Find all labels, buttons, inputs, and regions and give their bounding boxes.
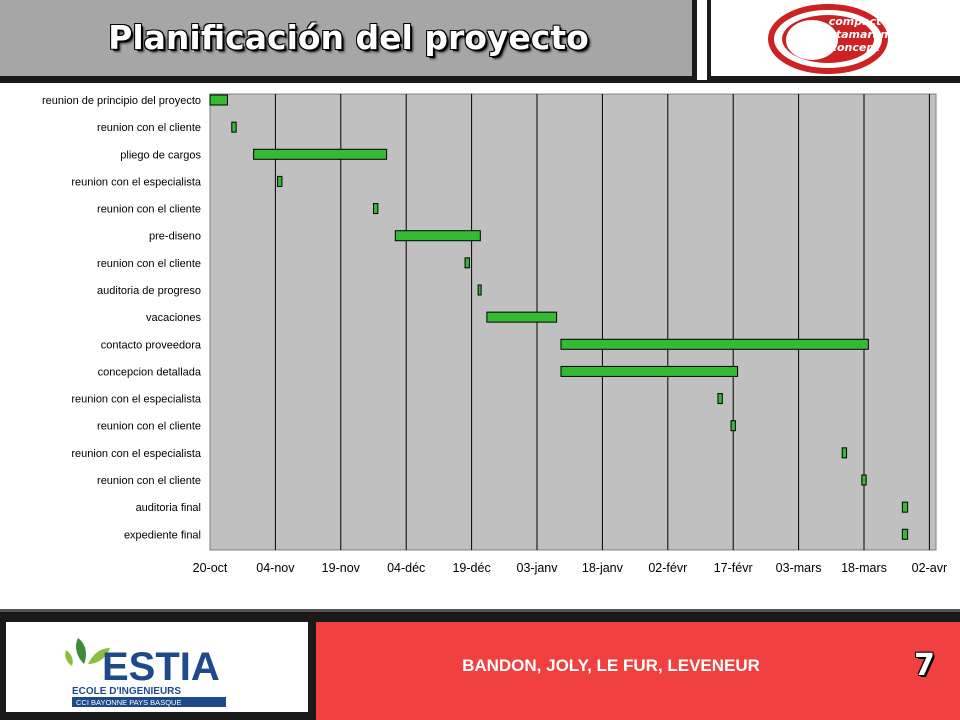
task-bar bbox=[560, 338, 869, 350]
task-bar bbox=[486, 311, 558, 323]
x-tick-label: 03-janv bbox=[517, 561, 559, 575]
estia-logo-box: ESTIA ECOLE D'INGENIEURS CCI BAYONNE PAY… bbox=[6, 622, 308, 712]
footer-rule bbox=[0, 609, 960, 612]
x-tick-label: 17-févr bbox=[714, 561, 753, 575]
task-label: vacaciones bbox=[146, 312, 202, 324]
footer: ESTIA ECOLE D'INGENIEURS CCI BAYONNE PAY… bbox=[0, 612, 960, 720]
task-bar bbox=[477, 284, 482, 296]
task-label: reunion con el especialista bbox=[71, 176, 202, 188]
authors-text: BANDON, JOLY, LE FUR, LEVENEUR bbox=[462, 656, 760, 675]
task-label: auditoria final bbox=[136, 502, 201, 514]
task-bar bbox=[464, 257, 470, 269]
task-label: reunion de principio del proyecto bbox=[42, 95, 201, 107]
page-number: 7 bbox=[914, 648, 935, 683]
task-bar bbox=[717, 393, 723, 405]
task-bar bbox=[394, 230, 481, 242]
task-label: reunion con el especialista bbox=[71, 448, 202, 460]
logo-line-1: compact bbox=[829, 15, 882, 28]
x-tick-label: 19-nov bbox=[322, 561, 361, 575]
x-axis-labels: 20-oct 04-nov 19-nov 04-déc 19-déc 03-janv 18-… bbox=[193, 561, 947, 575]
logo-line-2: catamaran bbox=[822, 28, 888, 41]
logo-line-3: concept bbox=[830, 41, 880, 54]
task-bar bbox=[560, 365, 739, 377]
task-labels: reunion de principio del proyecto reunion… bbox=[42, 95, 202, 541]
task-label: reunion con el cliente bbox=[97, 421, 201, 433]
gantt-chart: reunion de principio del proyecto reunion… bbox=[42, 93, 947, 575]
task-bar bbox=[373, 203, 379, 215]
x-tick-label: 02-avr bbox=[912, 561, 947, 575]
task-bar bbox=[841, 447, 848, 459]
x-tick-label: 02-févr bbox=[648, 561, 687, 575]
gridlines bbox=[274, 94, 930, 550]
task-bar bbox=[231, 121, 237, 133]
x-tick-label: 04-déc bbox=[387, 561, 425, 575]
x-tick-label: 04-nov bbox=[256, 561, 295, 575]
task-bar bbox=[277, 175, 283, 187]
task-label: reunion con el cliente bbox=[97, 122, 201, 134]
task-bar bbox=[209, 94, 228, 106]
task-label: contacto proveedora bbox=[101, 339, 202, 351]
task-bar bbox=[901, 501, 909, 513]
task-bar bbox=[730, 420, 736, 432]
x-tick-label: 18-mars bbox=[841, 561, 887, 575]
task-label: reunion con el cliente bbox=[97, 258, 201, 270]
task-label: pliego de cargos bbox=[120, 149, 201, 161]
plot-area bbox=[209, 93, 937, 551]
task-bars bbox=[209, 94, 909, 540]
task-label: reunion con el especialista bbox=[71, 394, 202, 406]
task-label: reunion con el cliente bbox=[97, 204, 201, 216]
page-title: Planificación del proyecto bbox=[108, 18, 589, 57]
compact-catamaran-logo: compact catamaran concept bbox=[768, 4, 888, 74]
x-tick-label: 03-mars bbox=[776, 561, 822, 575]
x-tick-label: 20-oct bbox=[193, 561, 228, 575]
task-label: reunion con el cliente bbox=[97, 475, 201, 487]
task-label: auditoria de progreso bbox=[97, 285, 201, 297]
x-tick-label: 19-déc bbox=[452, 561, 490, 575]
estia-line-1: ECOLE D'INGENIEURS bbox=[72, 686, 181, 697]
task-bar bbox=[861, 474, 867, 486]
logo-box: compact catamaran concept bbox=[707, 0, 960, 80]
task-label: pre-diseno bbox=[149, 231, 201, 243]
estia-name: ESTIA bbox=[102, 645, 220, 689]
task-bar bbox=[901, 528, 909, 540]
task-label: expediente final bbox=[124, 529, 201, 541]
leaf-icon bbox=[65, 638, 110, 666]
task-label: concepcion detallada bbox=[98, 366, 202, 378]
header-rule bbox=[0, 80, 960, 83]
task-bar bbox=[253, 148, 388, 160]
authors-box: BANDON, JOLY, LE FUR, LEVENEUR 7 bbox=[316, 622, 960, 720]
x-tick-label: 18-janv bbox=[582, 561, 624, 575]
title-band: Planificación del proyecto bbox=[0, 0, 697, 80]
estia-logo: ESTIA ECOLE D'INGENIEURS CCI BAYONNE PAY… bbox=[65, 638, 226, 707]
estia-line-2: CCI BAYONNE PAYS BASQUE bbox=[76, 698, 181, 707]
